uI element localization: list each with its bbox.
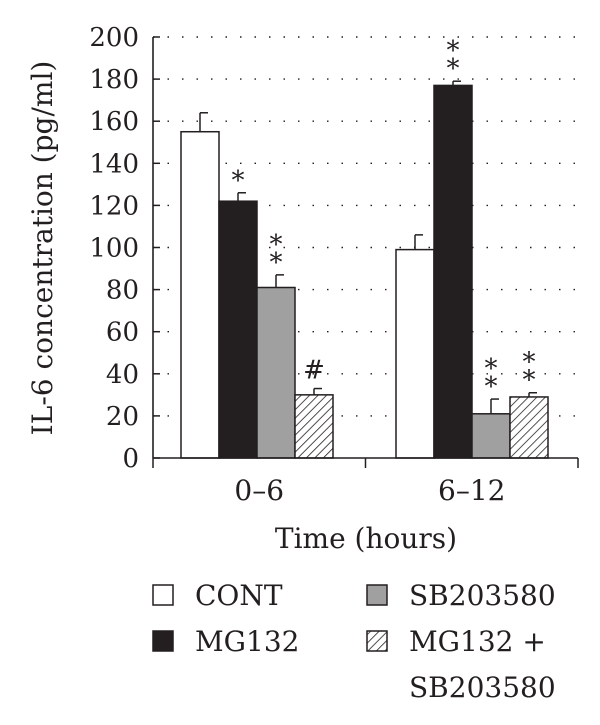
bar bbox=[256, 286, 296, 459]
y-tick-label: 200 bbox=[89, 23, 139, 53]
bar bbox=[218, 200, 258, 459]
significance-label: * bbox=[270, 248, 283, 278]
legend-swatch bbox=[366, 630, 388, 652]
x-axis-title: Time (hours) bbox=[275, 522, 457, 555]
y-tick-label: 180 bbox=[89, 65, 139, 95]
legend-label: MG132 bbox=[195, 625, 299, 658]
significance-label: # bbox=[303, 356, 325, 386]
bar bbox=[471, 413, 511, 459]
significance-label: * bbox=[232, 166, 245, 196]
bar bbox=[180, 130, 220, 459]
legend-label: CONT bbox=[195, 579, 283, 612]
significance-label: * bbox=[447, 54, 460, 84]
legend-label: SB203580 bbox=[409, 671, 556, 704]
x-tick-label: 6–12 bbox=[438, 474, 505, 507]
x-tick-label: 0–6 bbox=[234, 474, 284, 507]
bar bbox=[294, 394, 334, 459]
legend-swatch bbox=[366, 584, 388, 606]
y-tick-label: 20 bbox=[106, 402, 139, 432]
bar bbox=[433, 84, 473, 459]
significance-label: * bbox=[523, 348, 536, 378]
y-tick-label: 60 bbox=[106, 318, 139, 348]
y-tick-label: 120 bbox=[89, 191, 139, 221]
y-tick-label: 80 bbox=[106, 276, 139, 306]
y-tick-label: 0 bbox=[122, 444, 139, 474]
bar bbox=[395, 248, 435, 459]
legend: CONT MG132 SB203580 MG132 + SB203580 bbox=[152, 579, 556, 704]
legend-swatch bbox=[152, 584, 174, 606]
y-tick-label: 40 bbox=[106, 360, 139, 390]
y-tick-label: 160 bbox=[89, 107, 139, 137]
y-tick-label: 100 bbox=[89, 234, 139, 264]
legend-swatch bbox=[152, 630, 174, 652]
significance-label: * bbox=[485, 372, 498, 402]
y-tick-label: 140 bbox=[89, 149, 139, 179]
legend-label: SB203580 bbox=[409, 579, 556, 612]
axes: 0 20 40 60 80 100 120 140 160 180 200 0–6 6–12 bbox=[89, 23, 579, 507]
bars: ***#****** bbox=[180, 36, 549, 459]
significance-label: * bbox=[523, 366, 536, 396]
significance-label: * bbox=[270, 230, 283, 260]
significance-label: * bbox=[485, 354, 498, 384]
bar bbox=[509, 396, 549, 459]
y-axis-title: IL-6 concentration (pg/ml) bbox=[26, 61, 59, 436]
legend-label: MG132 + bbox=[409, 625, 546, 658]
significance-label: * bbox=[447, 36, 460, 66]
